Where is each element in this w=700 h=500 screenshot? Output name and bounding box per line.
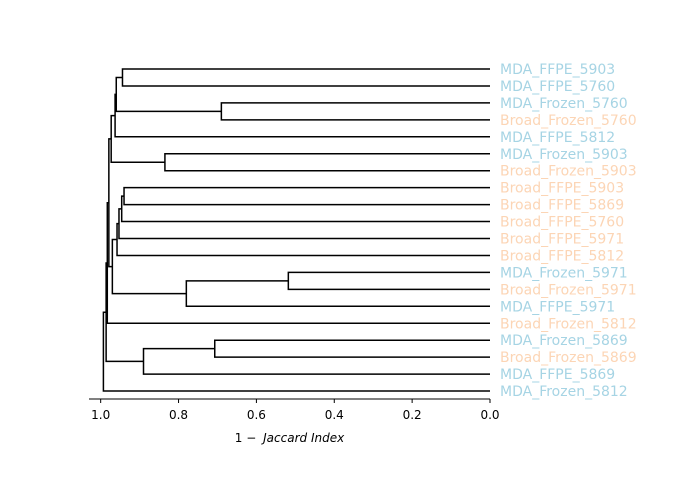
x-tick-label: 0.2 bbox=[403, 408, 422, 422]
dendrogram-link-n7 bbox=[123, 186, 490, 206]
x-axis: 1.0 0.8 0.6 0.4 0.2 0.0 bbox=[89, 398, 500, 422]
leaf-label: MDA_Frozen_5760 bbox=[500, 96, 628, 112]
dendrogram-link-n12 bbox=[185, 280, 490, 308]
x-axis-ticks: 1.0 0.8 0.6 0.4 0.2 0.0 bbox=[91, 399, 500, 422]
x-tick-label: 0.4 bbox=[325, 408, 344, 422]
x-tick-label: 0.0 bbox=[480, 408, 499, 422]
dendrogram-link-n16 bbox=[214, 339, 490, 358]
x-axis-label-prefix: 1 − bbox=[235, 431, 257, 445]
dendrogram-link-n13 bbox=[111, 238, 187, 295]
dendrogram-link-n9 bbox=[118, 208, 490, 240]
leaf-label: Broad_FFPE_5971 bbox=[500, 232, 624, 248]
dendrogram-links bbox=[102, 68, 490, 392]
leaf-label: MDA_Frozen_5869 bbox=[500, 333, 628, 349]
dendrogram-link-n2 bbox=[220, 102, 490, 121]
leaf-label: Broad_Frozen_5869 bbox=[500, 350, 637, 366]
x-axis-label-italic: Jaccard Index bbox=[261, 431, 345, 445]
leaf-label: Broad_Frozen_5971 bbox=[500, 282, 637, 298]
dendrogram-link-n10 bbox=[116, 222, 490, 257]
dendrogram-link-n3 bbox=[115, 76, 222, 113]
leaf-label: MDA_FFPE_5760 bbox=[500, 79, 615, 95]
dendrogram-link-n17 bbox=[142, 347, 490, 375]
leaf-labels: MDA_FFPE_5903MDA_FFPE_5760MDA_Frozen_576… bbox=[500, 62, 637, 400]
leaf-label: MDA_FFPE_5869 bbox=[500, 367, 615, 383]
leaf-label: MDA_FFPE_5903 bbox=[500, 62, 615, 78]
leaf-label: MDA_Frozen_5812 bbox=[500, 384, 628, 400]
dendrogram-link-n8 bbox=[120, 195, 490, 223]
leaf-label: MDA_Frozen_5903 bbox=[500, 147, 628, 163]
x-tick-label: 0.8 bbox=[169, 408, 188, 422]
leaf-label: Broad_Frozen_5812 bbox=[500, 316, 637, 332]
dendrogram-link-n19 bbox=[102, 311, 490, 392]
dendrogram-link-n11 bbox=[287, 271, 490, 291]
leaf-label: Broad_FFPE_5869 bbox=[500, 198, 624, 214]
leaf-label: MDA_FFPE_5812 bbox=[500, 130, 615, 146]
leaf-label: Broad_FFPE_5760 bbox=[500, 215, 624, 231]
leaf-label: Broad_FFPE_5903 bbox=[500, 181, 624, 197]
dendrogram-link-n4 bbox=[114, 93, 490, 138]
x-axis-label: 1 − Jaccard Index bbox=[235, 431, 345, 445]
x-tick-label: 1.0 bbox=[91, 408, 110, 422]
leaf-label: Broad_Frozen_5903 bbox=[500, 164, 637, 180]
leaf-label: Broad_Frozen_5760 bbox=[500, 113, 637, 129]
dendrogram-link-n5 bbox=[164, 153, 490, 172]
leaf-label: Broad_FFPE_5812 bbox=[500, 248, 624, 264]
dendrogram-link-n1 bbox=[121, 68, 490, 87]
leaf-label: MDA_FFPE_5971 bbox=[500, 299, 615, 315]
x-tick-label: 0.6 bbox=[247, 408, 266, 422]
dendrogram-link-n6 bbox=[110, 114, 165, 163]
leaf-label: MDA_Frozen_5971 bbox=[500, 265, 628, 281]
